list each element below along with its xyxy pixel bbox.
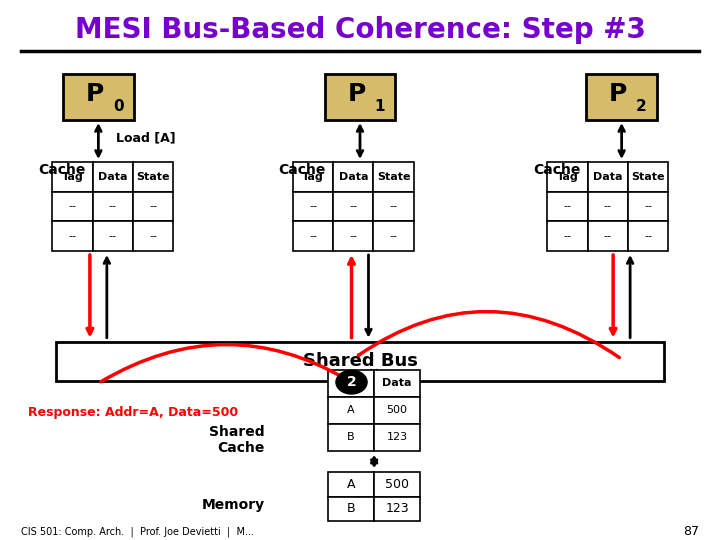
Text: Data: Data [382,378,412,388]
Text: --: -- [68,201,76,212]
FancyBboxPatch shape [374,162,414,192]
Text: Cache: Cache [534,163,580,177]
FancyBboxPatch shape [293,221,333,251]
Text: --: -- [149,201,157,212]
FancyBboxPatch shape [374,370,420,397]
Text: 500: 500 [385,478,409,491]
FancyBboxPatch shape [328,370,374,397]
FancyBboxPatch shape [547,192,588,221]
Text: --: -- [68,231,76,241]
FancyBboxPatch shape [328,497,374,521]
Text: --: -- [349,231,357,241]
FancyBboxPatch shape [588,162,628,192]
Text: A: A [347,478,356,491]
Text: Cache: Cache [38,163,86,177]
Text: B: B [347,502,356,515]
FancyBboxPatch shape [133,192,174,221]
Text: P: P [609,83,627,106]
Text: --: -- [644,201,652,212]
Text: --: -- [109,231,117,241]
Text: --: -- [149,231,157,241]
FancyBboxPatch shape [628,221,668,251]
Text: --: -- [109,201,117,212]
Text: 87: 87 [683,525,699,538]
Text: 1: 1 [374,99,385,114]
FancyBboxPatch shape [333,192,374,221]
Text: Response: Addr=A, Data=500: Response: Addr=A, Data=500 [27,407,238,420]
FancyBboxPatch shape [628,162,668,192]
Text: Tag: Tag [62,172,84,182]
Text: P: P [86,83,104,106]
FancyBboxPatch shape [328,397,374,424]
FancyBboxPatch shape [628,192,668,221]
Text: --: -- [390,231,397,241]
Text: State: State [377,172,410,182]
FancyBboxPatch shape [333,162,374,192]
FancyBboxPatch shape [374,424,420,451]
FancyBboxPatch shape [374,397,420,424]
FancyBboxPatch shape [93,162,133,192]
Text: --: -- [309,201,317,212]
Text: Tag: Tag [341,378,362,388]
Text: --: -- [349,201,357,212]
FancyBboxPatch shape [293,162,333,192]
FancyBboxPatch shape [53,162,93,192]
Text: Shared Bus: Shared Bus [302,352,418,370]
Text: B: B [347,432,355,442]
Text: --: -- [644,231,652,241]
Text: 123: 123 [387,432,408,442]
FancyBboxPatch shape [53,221,93,251]
FancyBboxPatch shape [328,472,374,497]
FancyBboxPatch shape [588,192,628,221]
FancyBboxPatch shape [133,162,174,192]
Text: Tag: Tag [302,172,324,182]
Text: --: -- [604,201,612,212]
Text: MESI Bus-Based Coherence: Step #3: MESI Bus-Based Coherence: Step #3 [75,16,645,44]
FancyBboxPatch shape [547,221,588,251]
Text: A: A [347,405,355,415]
Text: State: State [631,172,665,182]
FancyBboxPatch shape [333,221,374,251]
FancyBboxPatch shape [374,192,414,221]
Text: 123: 123 [385,502,409,515]
Text: Data: Data [593,172,623,182]
Text: Tag: Tag [557,172,578,182]
Text: Shared
Cache: Shared Cache [209,425,264,455]
FancyBboxPatch shape [374,472,420,497]
FancyArrowPatch shape [101,345,347,382]
FancyBboxPatch shape [293,192,333,221]
FancyBboxPatch shape [56,342,664,381]
FancyBboxPatch shape [586,74,657,120]
Text: --: -- [564,231,572,241]
FancyBboxPatch shape [93,221,133,251]
FancyBboxPatch shape [547,162,588,192]
Text: --: -- [564,201,572,212]
FancyBboxPatch shape [133,221,174,251]
Text: 500: 500 [387,405,408,415]
Text: Memory: Memory [202,498,264,512]
Text: 2: 2 [346,375,356,389]
FancyBboxPatch shape [325,74,395,120]
FancyBboxPatch shape [328,424,374,451]
Text: Load [A]: Load [A] [116,131,176,144]
Circle shape [336,370,367,394]
Text: Data: Data [98,172,127,182]
Text: 0: 0 [113,99,123,114]
FancyArrowPatch shape [359,312,619,357]
FancyBboxPatch shape [374,221,414,251]
Text: 2: 2 [636,99,647,114]
FancyBboxPatch shape [588,221,628,251]
Text: --: -- [390,201,397,212]
Text: State: State [136,172,170,182]
Text: CIS 501: Comp. Arch.  |  Prof. Joe Devietti  |  M...: CIS 501: Comp. Arch. | Prof. Joe Deviett… [21,526,253,537]
Text: --: -- [309,231,317,241]
Text: Cache: Cache [279,163,326,177]
FancyBboxPatch shape [93,192,133,221]
Text: --: -- [604,231,612,241]
Text: Data: Data [338,172,368,182]
FancyBboxPatch shape [63,74,134,120]
FancyBboxPatch shape [374,497,420,521]
FancyBboxPatch shape [53,192,93,221]
Text: P: P [347,83,366,106]
